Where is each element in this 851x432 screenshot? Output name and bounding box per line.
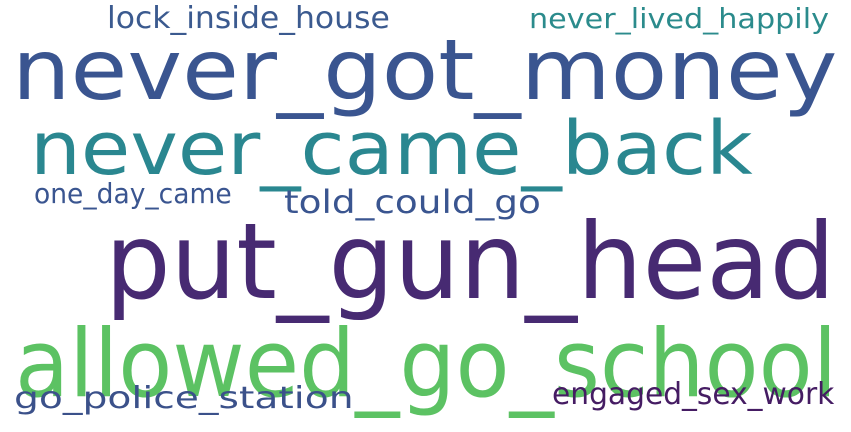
word-told-could-go: told_could_go [284,183,541,221]
word-engaged-sex-work: engaged_sex_work [552,377,835,412]
word-go-police-station: go_police_station [14,381,354,416]
word-lock-inside-house: lock_inside_house [107,1,390,36]
word-put-gun-head: put_gun_head [105,201,836,323]
word-never-lived-happily: never_lived_happily [529,2,829,35]
word-never-got-money: never_got_money [12,21,838,119]
word-allowed-go-school: allowed_go_school [15,310,838,419]
word-one-day-came: one_day_came [34,177,232,210]
word-never-came-back: never_came_back [30,106,753,192]
